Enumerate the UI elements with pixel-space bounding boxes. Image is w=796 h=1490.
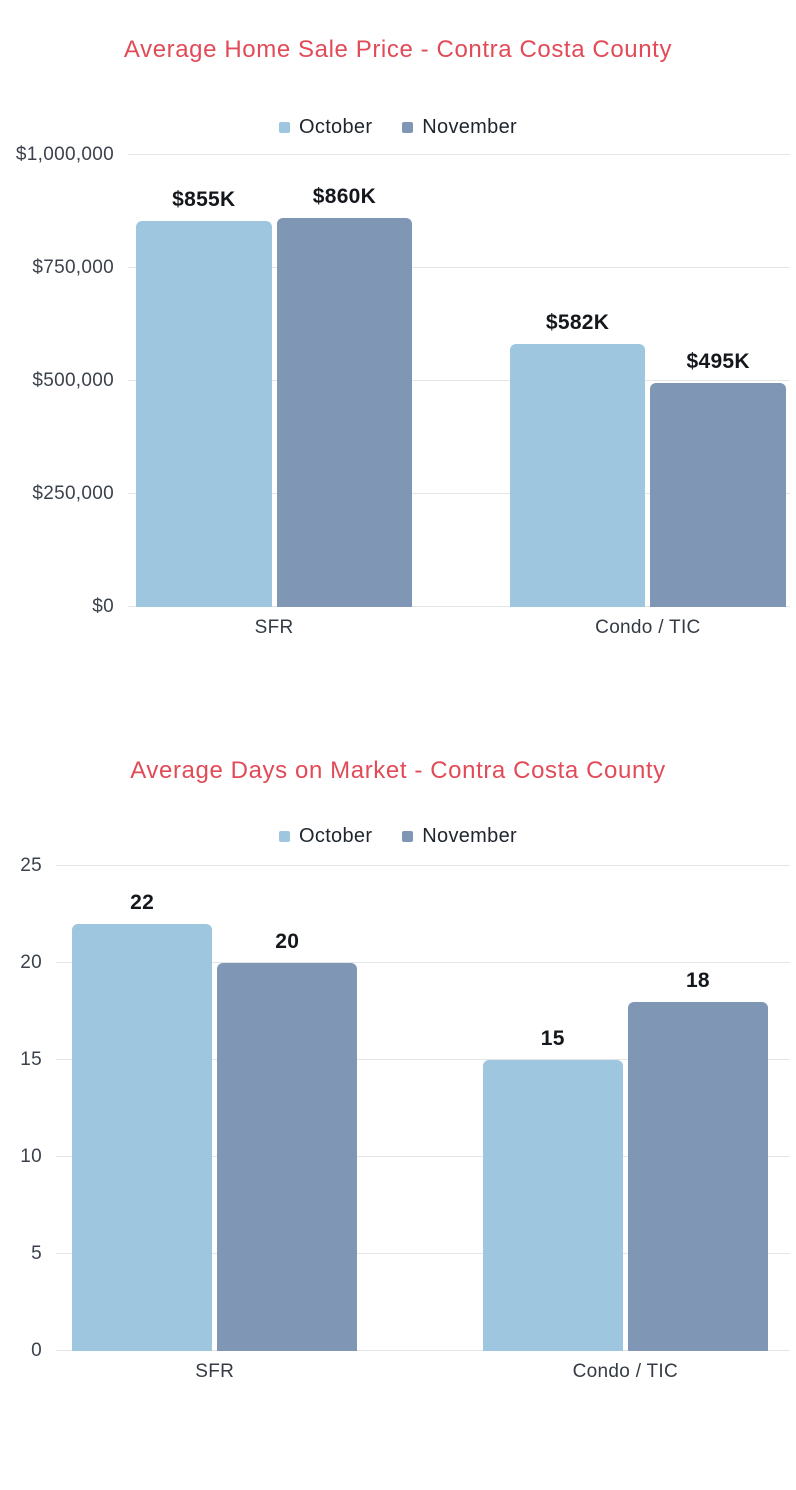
bar-value-label: 15 (540, 1027, 565, 1050)
bar-value-label: $582K (545, 310, 610, 334)
gridline (56, 1350, 790, 1351)
legend-swatch-icon (279, 122, 291, 133)
plot-area: $855K $860K $582K $495K (128, 154, 790, 607)
bar-group: 15 18 (482, 866, 769, 1351)
chart-body: $0 $250,000 $500,000 $750,000 $1,000,000 $85… (0, 144, 796, 617)
legend-swatch-icon (402, 122, 414, 133)
y-tick-label: 10 (20, 1146, 42, 1167)
bar-value-label: $495K (686, 350, 750, 374)
y-tick-label: 15 (20, 1049, 42, 1070)
bar-value-label: 22 (130, 891, 155, 915)
gridline (56, 962, 790, 963)
chart-legend: October November (0, 825, 796, 848)
legend-swatch-icon (402, 831, 414, 842)
bar-value-label: 18 (685, 968, 710, 992)
plot-area: 22 20 15 18 (56, 865, 790, 1351)
bar-column: $582K (509, 155, 646, 607)
bar (136, 220, 272, 607)
bar (627, 1001, 769, 1351)
gridline (56, 1253, 790, 1254)
bar-column: $495K (650, 155, 786, 607)
legend-label: October (299, 825, 373, 847)
y-tick-label: $1,000,000 (15, 144, 114, 165)
bar (217, 963, 358, 1351)
bar-column: 15 (482, 866, 623, 1351)
bar (482, 1060, 623, 1351)
legend-label: October (299, 116, 373, 138)
y-tick-label: $750,000 (32, 257, 114, 278)
x-tick-label: SFR (195, 1361, 235, 1382)
gridline (128, 267, 790, 268)
legend-item: November (402, 825, 517, 848)
bar-value-label: $860K (312, 185, 377, 209)
bar-group: 22 20 (72, 866, 358, 1351)
gridline (128, 606, 790, 607)
bars-layer: 22 20 15 18 (56, 866, 790, 1351)
bar-column: 22 (72, 866, 213, 1351)
y-tick-label: 25 (20, 855, 42, 876)
bar-value-label: $855K (172, 187, 236, 211)
legend-label: November (422, 116, 517, 138)
bar-column: $855K (136, 155, 272, 607)
bar-column: $860K (276, 155, 413, 607)
y-tick-label: $500,000 (32, 370, 114, 391)
chart-legend: October November (0, 116, 796, 139)
chart-title: Average Home Sale Price - Contra Costa C… (123, 36, 673, 63)
bar (276, 218, 413, 607)
gridline (56, 1156, 790, 1157)
y-tick-label: 0 (31, 1340, 42, 1361)
chart-body: 0 5 10 15 20 25 22 20 15 18 (0, 855, 796, 1361)
y-tick-label: 5 (31, 1243, 42, 1264)
gridline (56, 1059, 790, 1060)
chart-title: Average Days on Market - Contra Costa Co… (130, 757, 666, 784)
x-axis: SFR Condo / TIC (56, 1351, 790, 1383)
bars-layer: $855K $860K $582K $495K (128, 155, 790, 607)
x-axis: SFR Condo / TIC (128, 607, 790, 639)
y-tick-label: $0 (92, 596, 114, 617)
bar-column: 20 (217, 866, 358, 1351)
gridline (56, 865, 790, 866)
days-on-market-chart: Average Days on Market - Contra Costa Co… (0, 757, 796, 1383)
x-tick-label: Condo / TIC (595, 617, 701, 638)
legend-item: October (279, 825, 372, 848)
bar-group: $582K $495K (509, 155, 786, 607)
bar-value-label: 20 (275, 930, 300, 953)
bar-group: $855K $860K (136, 155, 413, 607)
y-tick-label: $250,000 (32, 483, 114, 504)
legend-item: November (402, 116, 517, 139)
legend-label: November (422, 825, 517, 847)
bar (650, 383, 786, 607)
y-axis: 0 5 10 15 20 25 (0, 855, 56, 1361)
x-tick-label: SFR (254, 617, 294, 638)
y-tick-label: 20 (20, 952, 42, 973)
gridline (128, 493, 790, 494)
y-axis: $0 $250,000 $500,000 $750,000 $1,000,000 (0, 144, 128, 617)
legend-swatch-icon (279, 831, 291, 842)
gridline (128, 380, 790, 381)
x-tick-label: Condo / TIC (572, 1361, 679, 1382)
home-sale-price-chart: Average Home Sale Price - Contra Costa C… (0, 0, 796, 639)
bar-column: 18 (627, 866, 769, 1351)
bar (509, 343, 646, 607)
legend-item: October (279, 116, 372, 139)
bar (72, 924, 213, 1351)
gridline (128, 154, 790, 155)
